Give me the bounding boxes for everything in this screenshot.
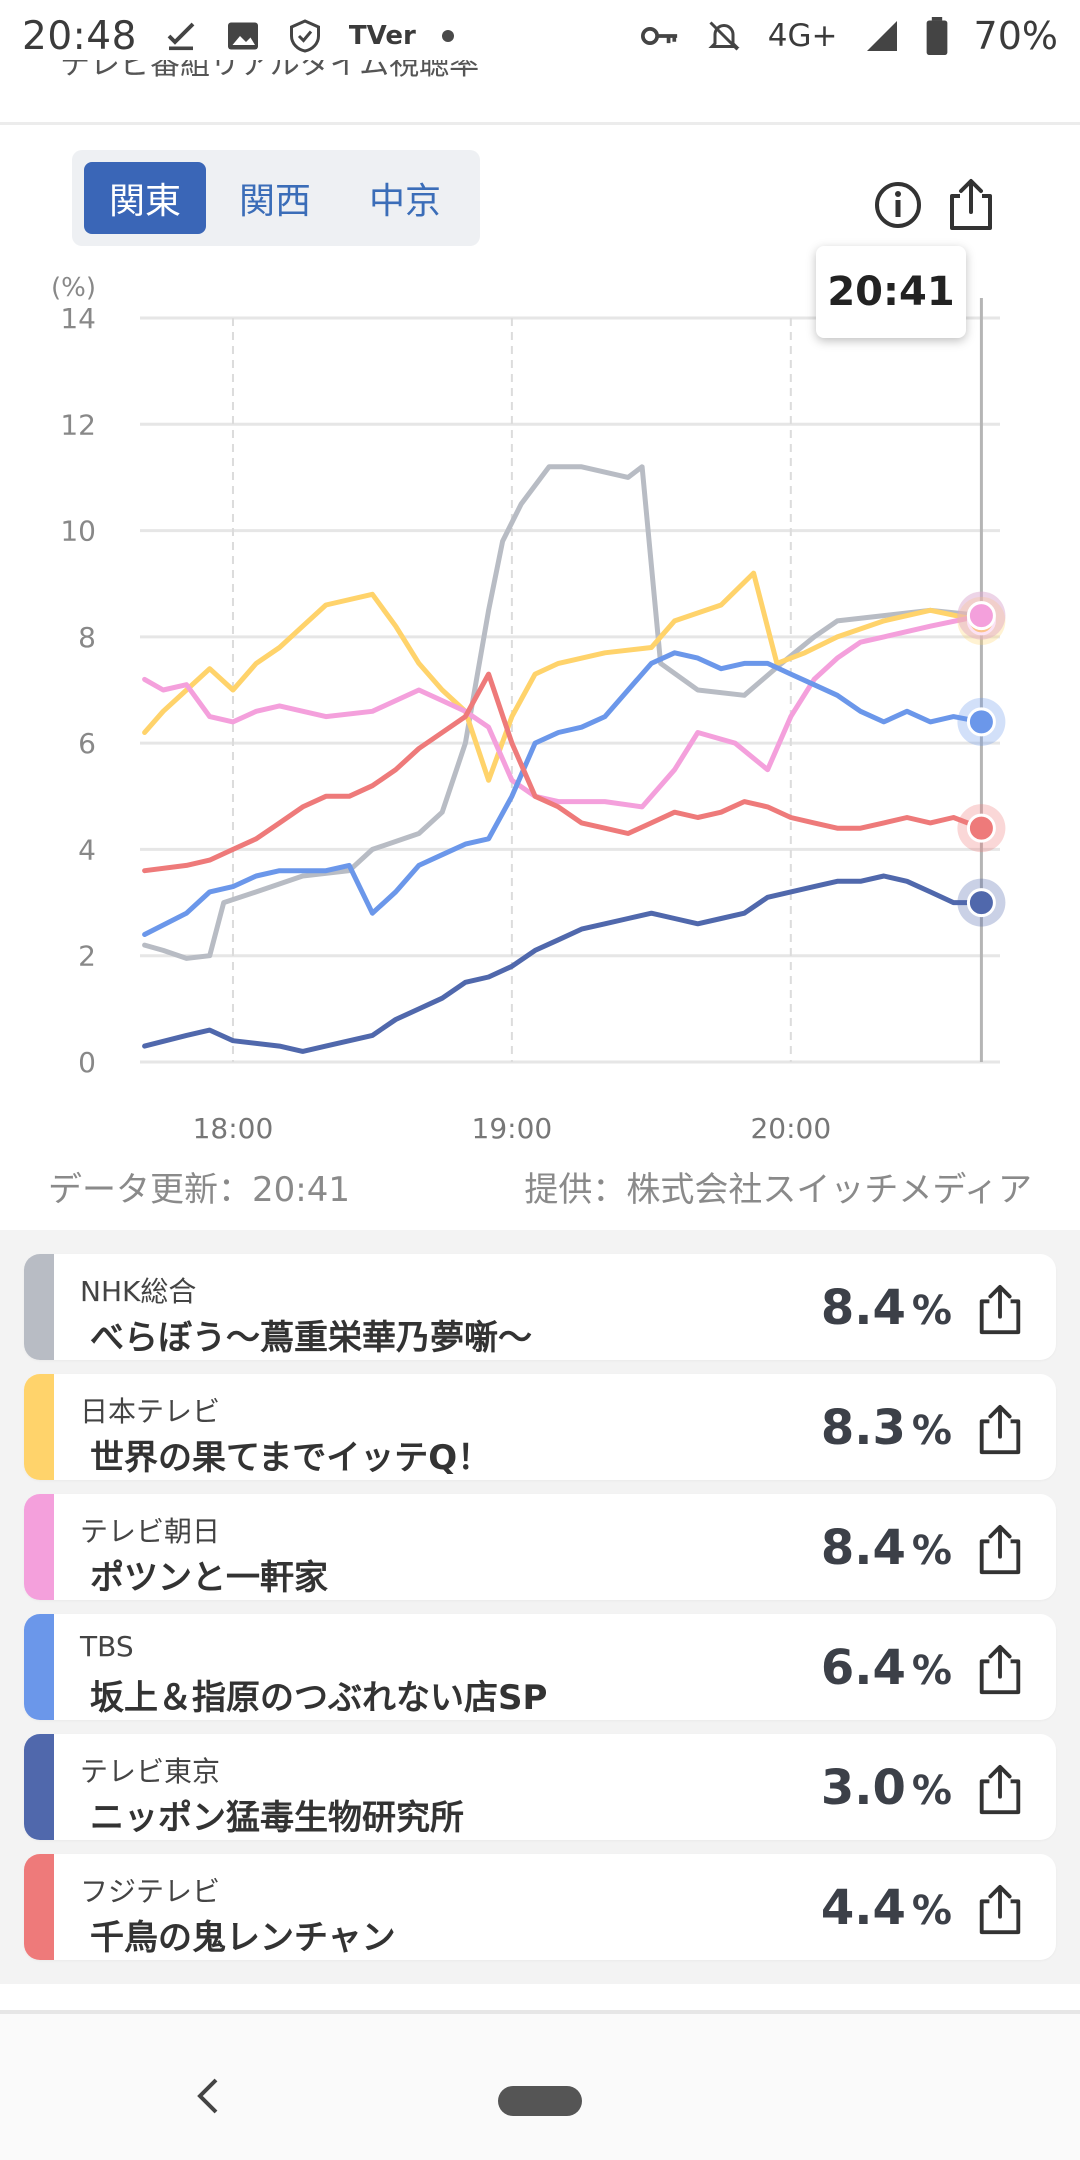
provider-text: 提供：株式会社スイッチメディア [524, 1169, 1032, 1210]
y-tick-label: 6 [78, 727, 96, 760]
series-end-marker [966, 888, 996, 918]
rating-value: 8.4% [820, 1520, 952, 1576]
channel-name: フジテレビ [80, 1875, 221, 1908]
channel-name: TBS [80, 1630, 134, 1663]
rating-value: 8.4% [820, 1280, 952, 1336]
program-card[interactable]: TBS 坂上＆指原のつぶれない店SP 6.4% [24, 1614, 1056, 1720]
series-line [142, 570, 984, 783]
data-updated-text: データ更新：20:41 [48, 1169, 350, 1210]
program-card[interactable]: テレビ朝日 ポツンと一軒家 8.4% [24, 1494, 1056, 1600]
tab-kansai[interactable]: 関西 [238, 181, 311, 222]
y-tick-label: 8 [78, 621, 96, 654]
y-unit-label: (%) [51, 273, 96, 303]
rating-value: 4.4% [820, 1880, 952, 1936]
shield-icon [287, 16, 323, 56]
bottom-divider [0, 2010, 1080, 2014]
channel-name: 日本テレビ [80, 1395, 221, 1428]
back-icon[interactable] [190, 2074, 226, 2118]
battery-icon [926, 16, 948, 56]
program-title: 坂上＆指原のつぶれない店SP [90, 1678, 548, 1718]
program-title: べらぼう～蔦重栄華乃夢噺～ [90, 1318, 532, 1358]
series-end-marker [966, 601, 996, 631]
share-icon[interactable] [974, 1884, 1026, 1936]
rating-value: 6.4% [820, 1640, 952, 1696]
series-end-marker [966, 707, 996, 737]
y-tick-label: 12 [60, 408, 96, 441]
program-title: ニッポン猛毒生物研究所 [90, 1798, 464, 1838]
signal-icon [864, 16, 900, 56]
status-bar: 20:48 TVer 4G+ 70% [0, 0, 1080, 72]
share-icon[interactable] [974, 1524, 1026, 1576]
program-card[interactable]: テレビ東京 ニッポン猛毒生物研究所 3.0% [24, 1734, 1056, 1840]
navigation-bar [0, 2014, 1080, 2160]
home-pill[interactable] [498, 2086, 582, 2116]
share-icon[interactable] [944, 178, 998, 232]
x-tick-label: 19:00 [472, 1112, 553, 1145]
download-done-icon [163, 16, 199, 56]
header-divider [0, 122, 1080, 125]
share-icon[interactable] [974, 1644, 1026, 1696]
series-line [142, 671, 984, 874]
key-icon [640, 16, 680, 56]
rating-value: 8.3% [820, 1400, 952, 1456]
dot-icon [441, 16, 454, 56]
channel-color-bar [24, 1854, 54, 1960]
x-tick-label: 20:00 [750, 1112, 831, 1145]
page-title: テレビ番組リアルタイム視聴率 [60, 60, 480, 82]
program-list: NHK総合 べらぼう～蔦重栄華乃夢噺～ 8.4% 日本テレビ 世界の果てまでイッ… [24, 1254, 1056, 1974]
x-tick-label: 18:00 [193, 1112, 274, 1145]
network-type: 4G+ [767, 18, 838, 54]
mute-bell-icon [706, 16, 742, 56]
program-title: ポツンと一軒家 [90, 1558, 328, 1598]
image-icon [225, 16, 261, 56]
channel-name: テレビ朝日 [80, 1515, 221, 1548]
program-card[interactable]: フジテレビ 千鳥の鬼レンチャン 4.4% [24, 1854, 1056, 1960]
tab-chukyo[interactable]: 中京 [368, 181, 441, 222]
program-card[interactable]: 日本テレビ 世界の果てまでイッテQ！ 8.3% [24, 1374, 1056, 1480]
rating-value: 3.0% [820, 1760, 952, 1816]
series-line [142, 873, 984, 1054]
program-title: 世界の果てまでイッテQ！ [90, 1438, 492, 1478]
battery-percent: 70% [973, 14, 1058, 58]
share-icon[interactable] [974, 1284, 1026, 1336]
share-icon[interactable] [974, 1764, 1026, 1816]
region-tabs: 関東 関西 中京 [72, 150, 480, 246]
channel-color-bar [24, 1254, 54, 1360]
rating-line-chart: 0 2 4 6 8 10 12 14(%) 18:00 19:00 20:00 [51, 273, 1006, 1145]
channel-color-bar [24, 1374, 54, 1480]
channel-name: テレビ東京 [80, 1755, 221, 1788]
channel-color-bar [24, 1614, 54, 1720]
program-card[interactable]: NHK総合 べらぼう～蔦重栄華乃夢噺～ 8.4% [24, 1254, 1056, 1360]
channel-color-bar [24, 1734, 54, 1840]
share-icon[interactable] [974, 1404, 1026, 1456]
channel-color-bar [24, 1494, 54, 1600]
tab-kanto[interactable]: 関東 [84, 162, 206, 234]
series-line [142, 464, 984, 961]
y-tick-label: 14 [60, 302, 96, 335]
series-line [142, 650, 984, 937]
tver-icon: TVer [348, 21, 416, 51]
series-line [142, 613, 984, 810]
y-tick-label: 0 [78, 1046, 96, 1079]
chart-credits: データ更新：20:41 提供：株式会社スイッチメディア [48, 1156, 1032, 1216]
channel-name: NHK総合 [80, 1275, 197, 1308]
chart-tooltip: 20:41 [816, 246, 966, 338]
status-time: 20:48 [22, 13, 137, 59]
program-title: 千鳥の鬼レンチャン [90, 1918, 396, 1958]
info-icon[interactable] [873, 180, 923, 230]
y-tick-label: 2 [78, 940, 96, 973]
y-tick-label: 4 [78, 833, 96, 866]
y-tick-label: 10 [60, 515, 96, 548]
series-end-marker [966, 813, 996, 843]
